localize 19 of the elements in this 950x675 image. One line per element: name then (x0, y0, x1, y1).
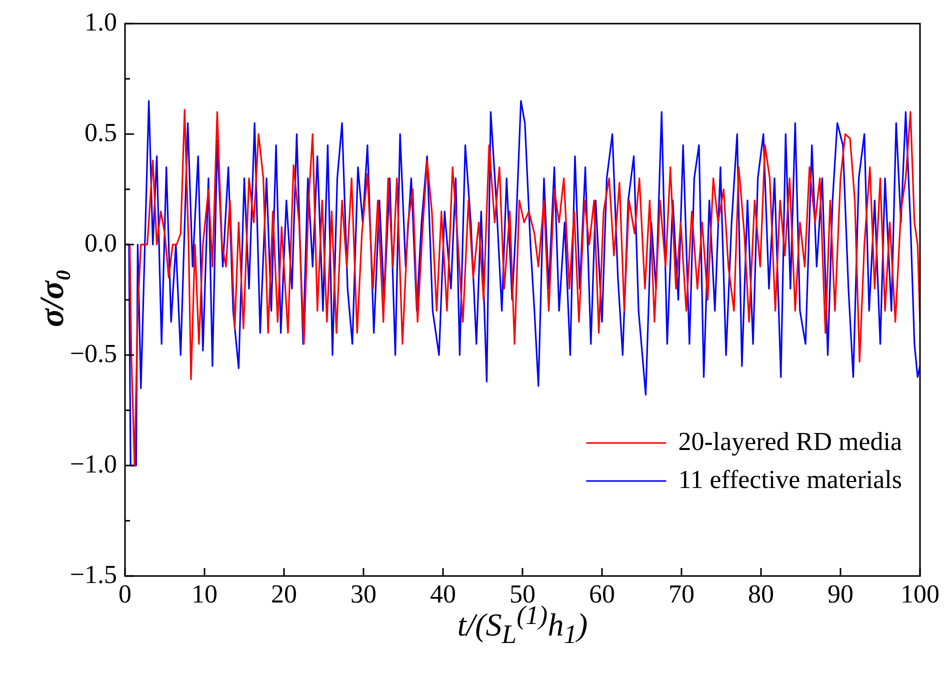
y-tick-label: 1.0 (84, 7, 117, 36)
y-tick-label: −1.0 (70, 449, 117, 478)
y-axis-title: σ/σ₀ (34, 269, 72, 327)
legend-label: 20-layered RD media (678, 426, 902, 456)
y-tick-label: −1.5 (70, 560, 117, 589)
x-tick-label: 40 (430, 579, 456, 608)
x-tick-label: 100 (900, 579, 940, 608)
legend-label: 11 effective materials (678, 464, 902, 494)
x-tick-label: 70 (668, 579, 694, 608)
x-tick-label: 90 (828, 579, 854, 608)
x-tick-label: 20 (271, 579, 297, 608)
y-tick-label: −0.5 (70, 338, 117, 368)
x-tick-label: 80 (748, 579, 774, 608)
x-tick-label: 30 (350, 579, 376, 608)
x-tick-label: 0 (118, 579, 132, 608)
y-tick-label: 0.0 (84, 228, 117, 258)
y-tick-label: 0.5 (84, 118, 117, 147)
x-tick-label: 60 (589, 579, 615, 608)
x-tick-label: 10 (192, 579, 218, 608)
